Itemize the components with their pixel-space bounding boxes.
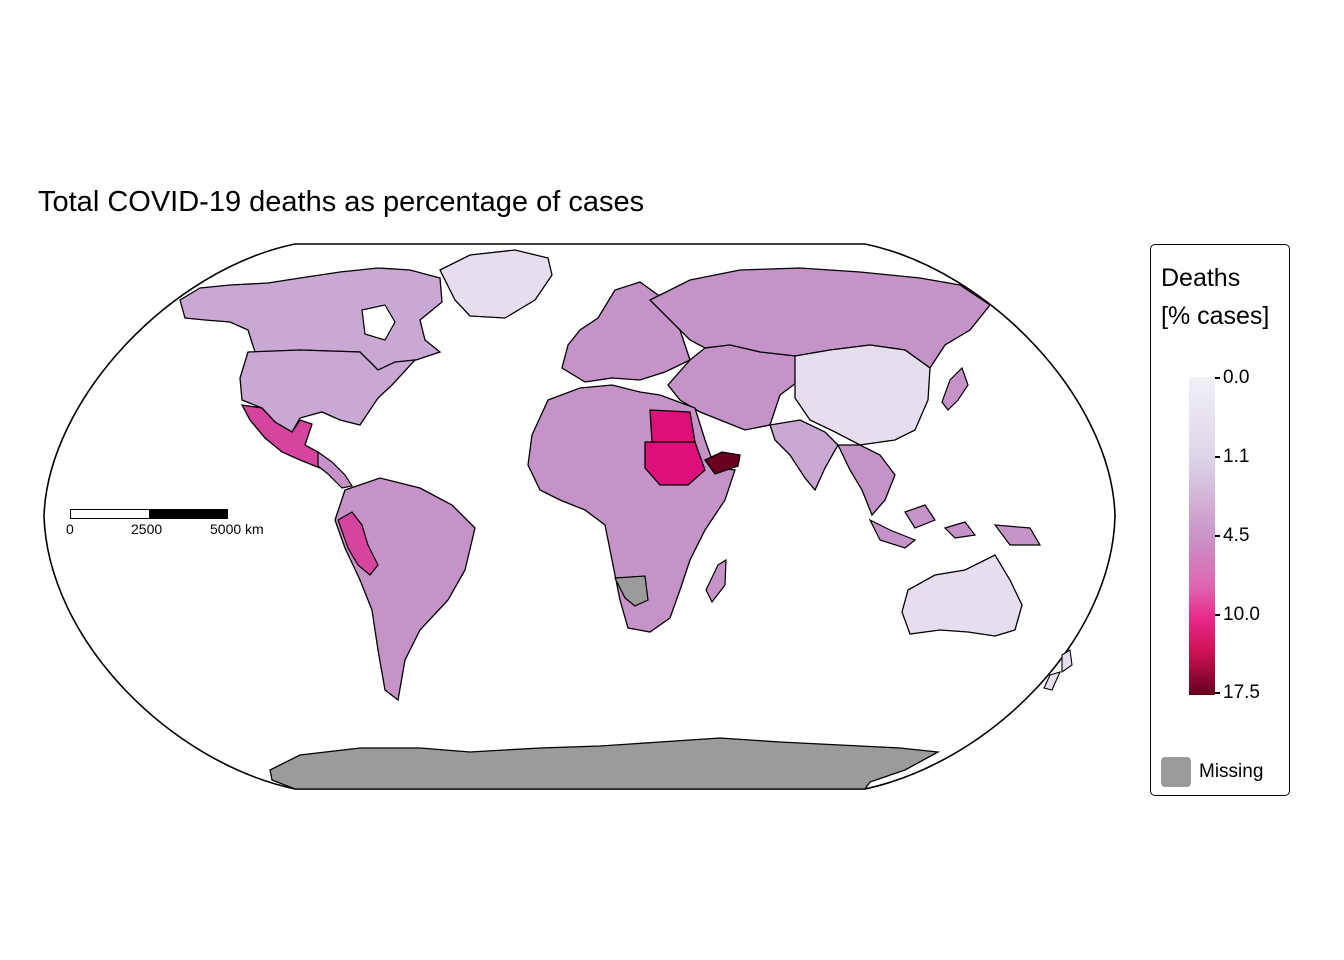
legend-tick-label: 10.0 [1223, 604, 1260, 625]
region-central-asia [667, 344, 801, 431]
region-madagascar [705, 558, 727, 604]
legend-title-line1: Deaths [1161, 264, 1241, 292]
legend-tick-mark [1215, 692, 1220, 694]
legend-tick-mark [1215, 614, 1220, 616]
region-sudan [644, 441, 706, 486]
legend-tick-mark [1215, 535, 1220, 537]
region-canada [179, 267, 443, 371]
legend-title-line2: [% cases] [1161, 302, 1270, 330]
legend-tick-label: 1.1 [1223, 446, 1250, 467]
map-title: Total COVID-19 deaths as percentage of c… [38, 186, 645, 218]
scale-label-2500: 2500 [131, 521, 163, 537]
legend-tick-label: 0.0 [1223, 367, 1250, 388]
legend-tick-mark [1215, 456, 1220, 458]
region-central-america [317, 450, 353, 489]
legend-tick-label: 17.5 [1223, 682, 1260, 703]
region-peru [337, 511, 379, 576]
region-namibia [614, 575, 649, 607]
scale-label-5000: 5000 km [210, 521, 264, 537]
region-greenland [439, 249, 553, 319]
legend-tick-mark [1215, 377, 1220, 379]
region-egypt [649, 409, 696, 443]
region-japan [941, 366, 969, 411]
region-indonesia [868, 504, 1042, 549]
scale-bar-filled-segment [149, 510, 227, 518]
legend: Deaths [% cases] 0.0 1.1 4.5 10.0 17.5 M… [1150, 244, 1290, 796]
legend-tick-label: 4.5 [1223, 525, 1250, 546]
legend-title: Deaths [% cases] [1161, 259, 1269, 335]
region-new-zealand [1043, 649, 1073, 691]
region-china [794, 344, 931, 446]
region-india [769, 419, 839, 492]
scale-label-0: 0 [66, 521, 74, 537]
region-yemen [704, 451, 741, 475]
scale-bar [70, 509, 228, 519]
region-australia [901, 554, 1023, 637]
legend-missing-swatch [1161, 757, 1191, 787]
region-southeast-asia [836, 444, 896, 517]
region-antarctica [269, 737, 941, 790]
legend-missing-label: Missing [1199, 761, 1264, 782]
hudson-bay [361, 304, 396, 341]
legend-colorbar [1189, 377, 1215, 695]
region-south-america [334, 477, 476, 702]
